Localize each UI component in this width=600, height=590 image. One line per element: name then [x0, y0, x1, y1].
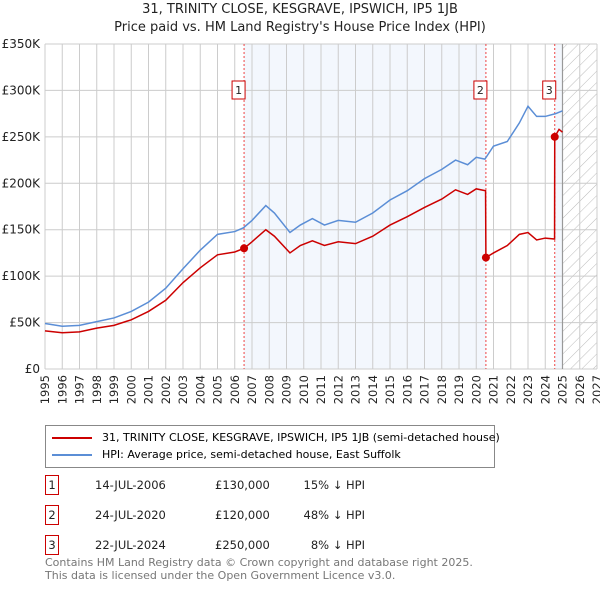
x-tick-label: 1999 [107, 375, 121, 404]
ownership-shade [554, 44, 563, 369]
hpi-line [44, 104, 563, 328]
x-tick-label: 2025 [556, 375, 570, 404]
legend-label-hpi: HPI: Average price, semi-detached house,… [102, 448, 401, 461]
ownership-shade [244, 44, 486, 369]
x-tick-label: 2023 [521, 375, 535, 404]
x-tick-label: 2005 [211, 375, 225, 404]
legend: 31, TRINITY CLOSE, KESGRAVE, IPSWICH, IP… [45, 425, 500, 468]
sale-row: 1 14-JUL-2006 £130,000 15% ↓ HPI [45, 475, 505, 495]
x-tick-label: 2020 [469, 375, 483, 404]
sale-hpi-diff: 8% ↓ HPI [310, 538, 365, 552]
x-tick-label: 2002 [159, 375, 173, 404]
y-tick-label: £250K [2, 130, 42, 144]
sale-row: 3 22-JUL-2024 £250,000 8% ↓ HPI [45, 535, 505, 555]
property-price-line [44, 128, 563, 334]
y-tick-label: £100K [2, 269, 42, 283]
sale-marker-box [231, 80, 246, 100]
chart-title: 31, TRINITY CLOSE, KESGRAVE, IPSWICH, IP… [142, 2, 458, 17]
x-tick-label: 2003 [176, 375, 190, 404]
legend-swatch-hpi [52, 454, 92, 456]
x-tick-label: 2014 [366, 375, 380, 404]
sale-marker-label: 1 [45, 475, 59, 495]
chart-subtitle: Price paid vs. HM Land Registry's House … [114, 20, 486, 35]
sale-date: 24-JUL-2020 [95, 508, 166, 522]
sale-price: £250,000 [215, 538, 270, 552]
x-tick-label: 2012 [331, 375, 345, 404]
sale-point [240, 244, 249, 253]
x-tick-label: 2019 [452, 375, 466, 404]
y-tick-label: £150K [2, 223, 42, 237]
sale-row: 2 24-JUL-2020 £120,000 48% ↓ HPI [45, 505, 505, 525]
footer: Contains HM Land Registry data © Crown c… [45, 556, 473, 582]
x-tick-label: 2007 [245, 375, 259, 404]
y-tick-label: £350K [2, 37, 42, 51]
footer-copyright: Contains HM Land Registry data © Crown c… [45, 556, 473, 569]
x-tick-label: 1998 [90, 375, 104, 404]
x-tick-label: 2006 [228, 375, 242, 404]
legend-label-property: 31, TRINITY CLOSE, KESGRAVE, IPSWICH, IP… [102, 431, 500, 444]
x-tick-label: 2018 [435, 375, 449, 404]
sale-marker-label: 2 [477, 84, 484, 97]
sale-date: 22-JUL-2024 [95, 538, 166, 552]
plot-area: 1995 1996 1997 1998 1999 2000 2001 2002 2003 2004… [2, 37, 600, 404]
x-tick-label: 2010 [297, 375, 311, 404]
x-tick-label: 1997 [73, 375, 87, 404]
x-tick-label: 2011 [314, 375, 328, 404]
x-tick-label: 2022 [504, 375, 518, 404]
x-tick-label: 2001 [142, 375, 156, 404]
y-tick-label: £300K [2, 83, 42, 97]
sale-hpi-diff: 48% ↓ HPI [303, 508, 365, 522]
sale-marker-label: 3 [546, 84, 553, 97]
sale-marker-label: 2 [45, 505, 59, 525]
sale-point [481, 253, 490, 262]
x-tick-label: 2016 [400, 375, 414, 404]
x-tick-label: 2004 [193, 375, 207, 404]
x-tick-label: 1995 [38, 375, 52, 404]
x-tick-label: 2008 [262, 375, 276, 404]
y-tick-label: £50K [9, 316, 41, 330]
x-tick-label: 1996 [55, 375, 69, 404]
footer-licence: This data is licensed under the Open Gov… [45, 569, 396, 582]
sale-price: £130,000 [215, 478, 270, 492]
sale-date: 14-JUL-2006 [95, 478, 166, 492]
sale-price: £120,000 [215, 508, 270, 522]
x-tick-label: 2017 [418, 375, 432, 404]
y-tick-label: £0 [25, 362, 40, 376]
sale-point [550, 132, 559, 141]
x-tick-label: 2013 [349, 375, 363, 404]
x-tick-label: 2015 [383, 375, 397, 404]
sale-marker-label: 1 [235, 84, 242, 97]
x-tick-label: 2024 [538, 375, 552, 404]
sale-marker-box [542, 80, 557, 100]
x-tick-label: 2026 [573, 375, 587, 404]
sale-marker-box [473, 80, 488, 100]
x-tick-label: 2021 [487, 375, 501, 404]
x-tick-label: 2027 [590, 375, 600, 404]
y-tick-label: £200K [2, 176, 42, 190]
sale-marker-label: 3 [45, 535, 59, 555]
x-tick-label: 2009 [280, 375, 294, 404]
legend-swatch-property [52, 437, 92, 439]
x-tick-label: 2000 [124, 375, 138, 404]
sale-hpi-diff: 15% ↓ HPI [303, 478, 365, 492]
